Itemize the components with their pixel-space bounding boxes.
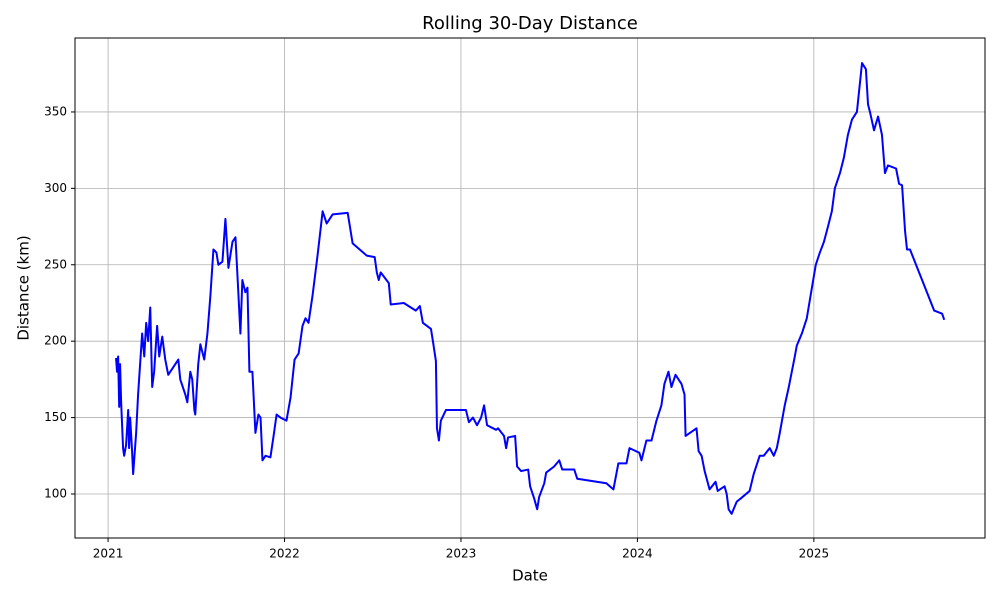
x-tick-label: 2025 <box>799 547 830 561</box>
y-axis-label: Distance (km) <box>15 235 33 340</box>
y-tick-label: 200 <box>44 334 67 348</box>
x-axis-label: Date <box>512 567 548 585</box>
y-tick-label: 100 <box>44 486 67 500</box>
data-line <box>115 62 946 515</box>
x-tick-label: 2023 <box>446 547 477 561</box>
y-tick-label: 250 <box>44 257 67 271</box>
plot-frame <box>74 37 986 539</box>
chart-title: Rolling 30-Day Distance <box>422 13 638 34</box>
y-tick-label: 300 <box>44 181 67 195</box>
y-tick-label: 350 <box>44 104 67 118</box>
x-tick-label: 2022 <box>269 547 300 561</box>
y-tick-label: 150 <box>44 410 67 424</box>
x-tick-label: 2021 <box>93 547 124 561</box>
x-tick-label: 2024 <box>622 547 653 561</box>
